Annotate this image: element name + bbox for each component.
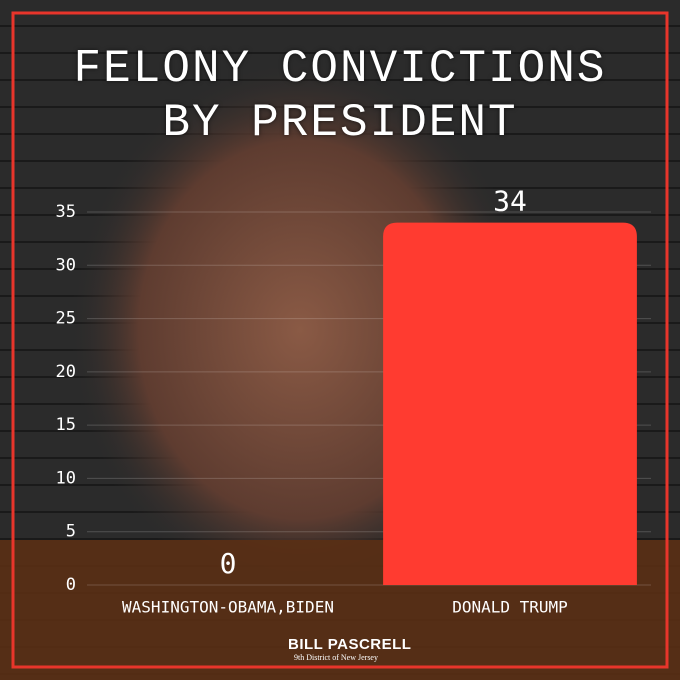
logo-subtitle: 9th District of New Jersey bbox=[294, 653, 378, 662]
y-tick-label: 25 bbox=[56, 309, 76, 329]
y-tick-label: 0 bbox=[66, 575, 76, 595]
y-tick-label: 20 bbox=[56, 362, 76, 382]
y-tick-label: 35 bbox=[56, 202, 76, 222]
y-tick-label: 15 bbox=[56, 415, 76, 435]
bar bbox=[383, 222, 637, 585]
data-label: 34 bbox=[493, 185, 527, 218]
y-tick-label: 5 bbox=[66, 522, 76, 542]
y-tick-label: 30 bbox=[56, 255, 76, 275]
chart-title: FELONY CONVICTIONS BY PRESIDENT bbox=[73, 43, 607, 149]
logo: BILL PASCRELL 9th District of New Jersey bbox=[270, 636, 450, 662]
frame bbox=[11, 11, 669, 669]
x-tick-label: WASHINGTON-OBAMA,BIDEN bbox=[122, 598, 334, 617]
logo-name: BILL PASCRELL bbox=[288, 636, 412, 653]
y-tick-label: 10 bbox=[56, 468, 76, 488]
data-label: 0 bbox=[220, 547, 237, 580]
x-tick-label: DONALD TRUMP bbox=[452, 598, 568, 617]
